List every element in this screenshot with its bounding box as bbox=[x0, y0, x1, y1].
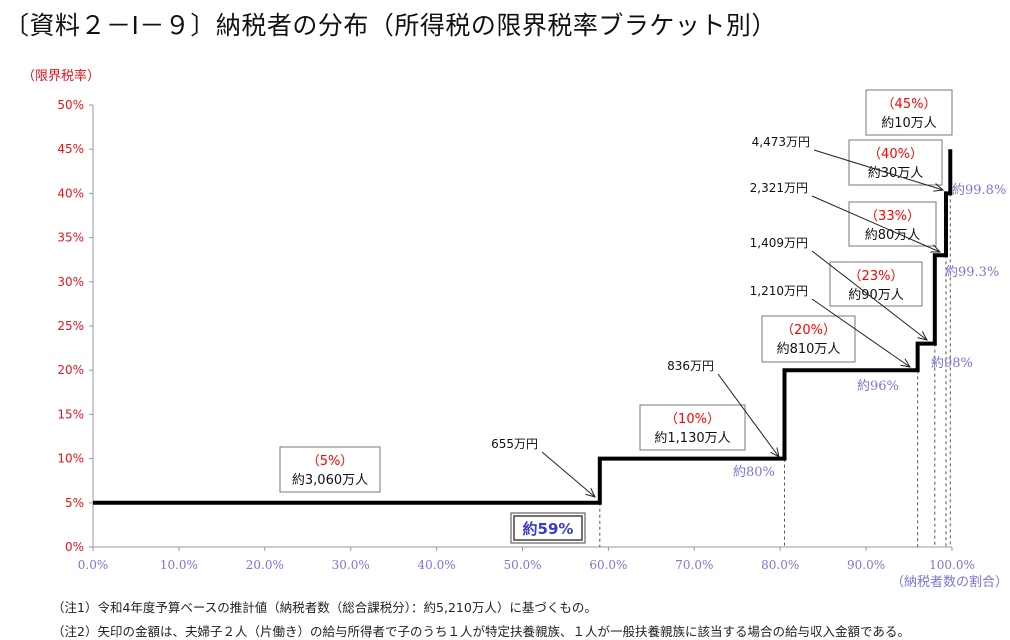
x-tick-label: 20.0% bbox=[246, 558, 284, 572]
bracket-count: 約90万人 bbox=[848, 288, 904, 303]
threshold-arrow bbox=[811, 250, 927, 340]
y-tick-label: 20% bbox=[57, 363, 84, 377]
chart-title: 〔資料２－Ⅰ－９〕納税者の分布（所得税の限界税率ブラケット別） bbox=[4, 11, 777, 40]
bracket-box bbox=[639, 404, 746, 451]
y-tick-label: 10% bbox=[57, 452, 84, 466]
bracket-count: 約3,060万人 bbox=[292, 473, 368, 488]
y-tick-label: 50% bbox=[57, 98, 84, 112]
bracket-count: 約80万人 bbox=[865, 228, 921, 243]
x-axis-label: （納税者数の割合） bbox=[891, 574, 1008, 590]
bracket-box bbox=[279, 446, 381, 493]
x-tick-label: 30.0% bbox=[332, 558, 370, 572]
bracket-rate: （40%） bbox=[868, 147, 923, 162]
cumulative-label: 約99.3% bbox=[945, 265, 999, 280]
highlight-box-inner bbox=[513, 515, 583, 541]
x-tick-label: 70.0% bbox=[675, 558, 713, 572]
x-tick-label: 10.0% bbox=[160, 558, 198, 572]
bracket-rate: （5%） bbox=[307, 454, 354, 469]
x-tick-label: 0.0% bbox=[78, 558, 109, 572]
x-tick-label: 50.0% bbox=[503, 558, 541, 572]
bracket-box bbox=[761, 315, 856, 363]
threshold-label: 1,210万円 bbox=[750, 284, 808, 298]
cumulative-label: 約96% bbox=[857, 379, 899, 394]
y-axis-label: （限界税率） bbox=[22, 68, 100, 84]
bracket-box bbox=[829, 261, 923, 307]
step-chart: 0% 5% 10% 15% 20% 25% 30% 35% 40% 45% 50% 0.0% 10.0%… bbox=[22, 68, 1008, 590]
y-tick-label: 15% bbox=[57, 407, 84, 421]
bracket-rate: （20%） bbox=[781, 323, 836, 338]
threshold-arrow bbox=[541, 451, 595, 497]
threshold-label: 1,409万円 bbox=[750, 236, 808, 250]
threshold-arrow bbox=[811, 195, 940, 252]
bracket-count: 約10万人 bbox=[881, 116, 937, 131]
y-tick-label: 0% bbox=[65, 540, 84, 554]
threshold-arrow bbox=[717, 373, 779, 457]
cumulative-label: 約80% bbox=[733, 465, 775, 480]
bracket-count: 約30万人 bbox=[868, 166, 924, 181]
y-tick-label: 40% bbox=[57, 186, 84, 200]
bracket-count: 約810万人 bbox=[777, 342, 841, 357]
y-tick-label: 25% bbox=[57, 319, 84, 333]
x-tick-label: 60.0% bbox=[589, 558, 627, 572]
threshold-arrow bbox=[811, 298, 910, 367]
highlight-label: 約59% bbox=[523, 520, 574, 538]
bracket-rate: （33%） bbox=[865, 209, 920, 224]
bracket-rate: （10%） bbox=[665, 412, 720, 427]
bracket-box bbox=[848, 201, 937, 247]
cumulative-label: 約99.8% bbox=[952, 183, 1006, 198]
y-tick-label: 45% bbox=[57, 142, 84, 156]
threshold-label: 836万円 bbox=[667, 359, 714, 373]
note-2: （注2）矢印の金額は、夫婦子２人（片働き）の給与所得者で子のうち１人が特定扶養親… bbox=[52, 624, 910, 639]
bracket-box bbox=[848, 139, 943, 186]
x-tick-label: 100.0% bbox=[929, 558, 975, 572]
step-line bbox=[93, 149, 953, 505]
cumulative-label: 約98% bbox=[931, 356, 973, 371]
bracket-rate: （23%） bbox=[849, 269, 904, 284]
note-1: （注1）令和4年度予算ベースの推計値（納税者数（総合課税分）：約5,210万人）… bbox=[52, 600, 597, 615]
y-tick-label: 30% bbox=[57, 275, 84, 289]
bracket-rate: （45%） bbox=[882, 97, 937, 112]
x-tick-label: 90.0% bbox=[847, 558, 885, 572]
x-tick-label: 40.0% bbox=[418, 558, 456, 572]
threshold-label: 4,473万円 bbox=[752, 135, 810, 149]
threshold-arrow bbox=[813, 149, 943, 190]
y-tick-label: 35% bbox=[57, 231, 84, 245]
x-tick-label: 80.0% bbox=[761, 558, 799, 572]
y-tick-label: 5% bbox=[65, 496, 84, 510]
threshold-label: 655万円 bbox=[491, 437, 538, 451]
bracket-count: 約1,130万人 bbox=[654, 431, 730, 446]
threshold-label: 2,321万円 bbox=[750, 181, 808, 195]
bracket-box bbox=[865, 89, 953, 136]
